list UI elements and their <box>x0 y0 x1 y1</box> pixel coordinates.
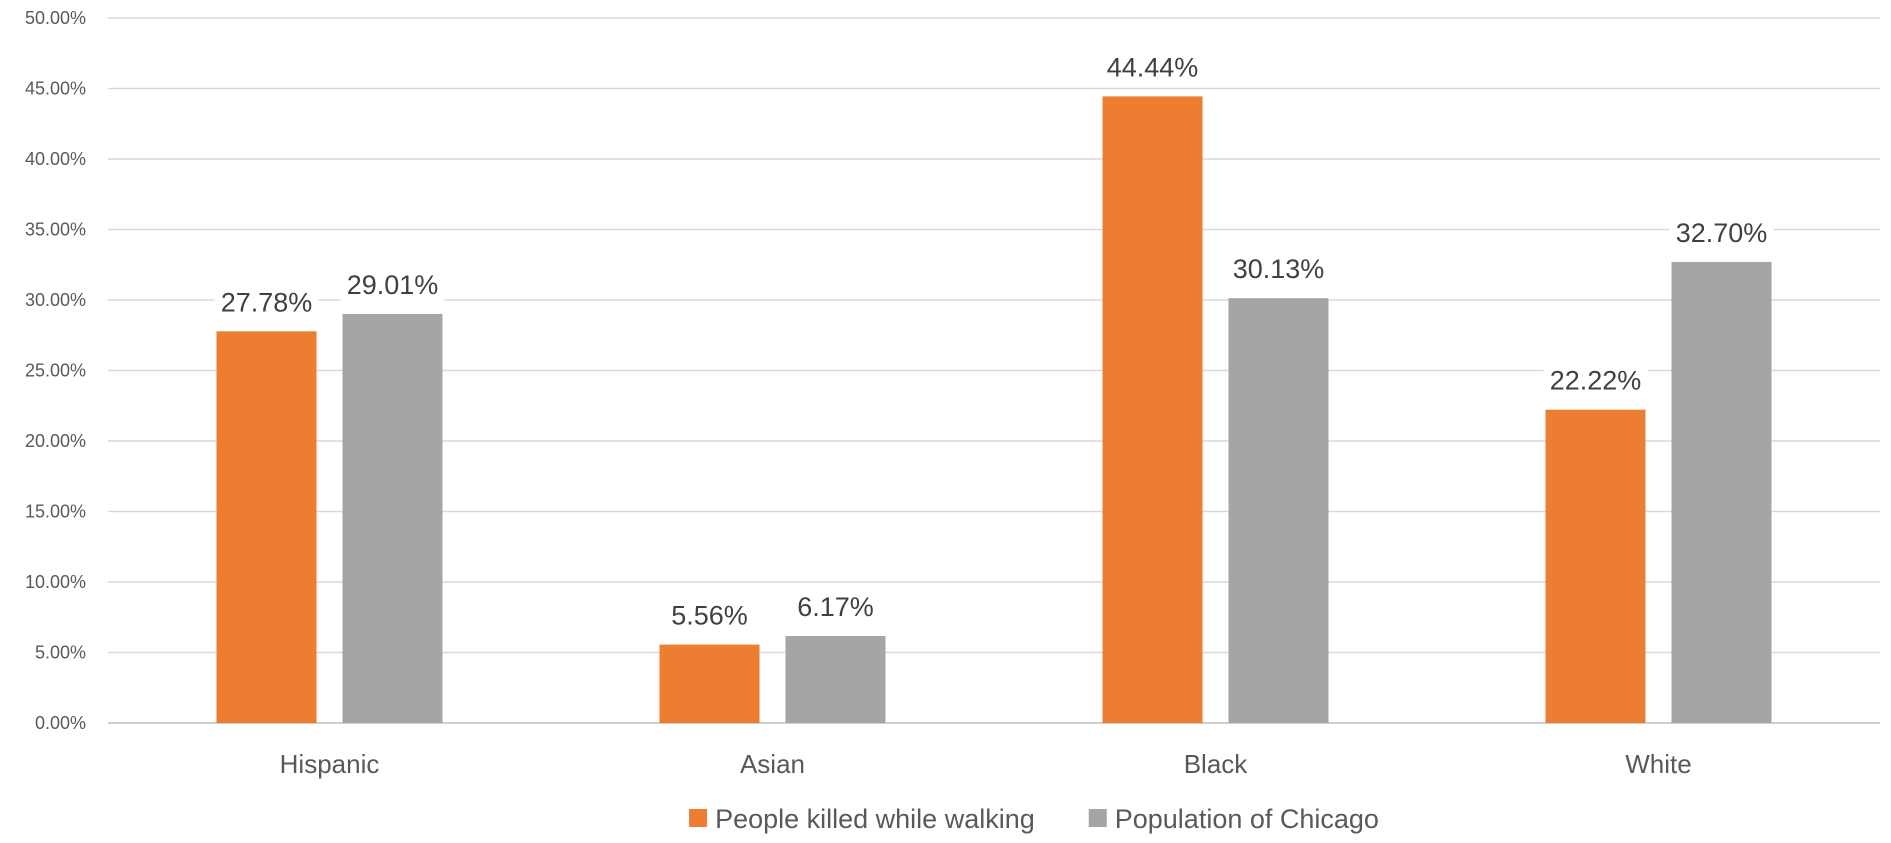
y-tick-label: 5.00% <box>35 643 86 663</box>
y-tick-label: 10.00% <box>25 572 86 592</box>
bar-white-series-1 <box>1545 409 1646 723</box>
y-tick-label: 15.00% <box>25 502 86 522</box>
data-label: 29.01% <box>347 270 439 300</box>
data-label: 22.22% <box>1550 366 1642 396</box>
data-label: 32.70% <box>1676 218 1768 248</box>
bar-asian-series-2 <box>785 636 886 723</box>
bar-hispanic-series-1 <box>216 331 317 723</box>
category-label-asian: Asian <box>740 749 805 779</box>
y-tick-label: 40.00% <box>25 149 86 169</box>
legend: People killed while walking Population of… <box>689 804 1379 834</box>
bar-black-series-1 <box>1102 96 1203 724</box>
y-tick-label: 0.00% <box>35 713 86 733</box>
data-label-background <box>1226 250 1331 287</box>
data-label: 5.56% <box>671 601 748 631</box>
x-axis-category-labels: Hispanic Asian Black White <box>280 749 1692 779</box>
bar-white-series-2 <box>1671 261 1772 723</box>
legend-item: Population of Chicago <box>1088 804 1379 834</box>
data-labels: 27.78% 29.01% 5.56% 6.17% 44.44% 30.13% 22.22%… <box>214 48 1774 633</box>
y-axis-tick-labels: 0.00% 5.00% 10.00% 15.00% 20.00% 25.00% 30.00%… <box>25 8 86 733</box>
bar-black-series-2 <box>1228 298 1329 723</box>
legend-item: People killed while walking <box>689 804 1035 834</box>
data-label-background <box>1100 48 1205 85</box>
bars <box>216 96 1772 724</box>
y-tick-label: 20.00% <box>25 431 86 451</box>
data-label: 6.17% <box>797 592 874 622</box>
data-label-background <box>340 265 445 302</box>
bar-hispanic-series-2 <box>342 313 443 723</box>
legend-label: People killed while walking <box>715 804 1035 834</box>
category-label-white: White <box>1625 749 1691 779</box>
y-tick-label: 45.00% <box>25 79 86 99</box>
y-tick-label: 35.00% <box>25 220 86 240</box>
data-label-background <box>214 283 319 320</box>
data-label: 44.44% <box>1107 52 1199 82</box>
category-label-hispanic: Hispanic <box>280 749 380 779</box>
y-tick-label: 30.00% <box>25 290 86 310</box>
data-label-background <box>783 588 888 625</box>
y-tick-label: 25.00% <box>25 361 86 381</box>
data-label-background <box>1543 361 1648 398</box>
bar-asian-series-1 <box>659 644 760 723</box>
category-label-black: Black <box>1184 749 1249 779</box>
data-label-background <box>657 596 762 633</box>
data-label: 27.78% <box>221 287 313 317</box>
legend-label: Population of Chicago <box>1115 804 1379 834</box>
legend-swatch <box>689 809 708 827</box>
legend-swatch <box>1088 809 1107 827</box>
data-label-background <box>1669 213 1774 250</box>
y-tick-label: 50.00% <box>25 8 86 28</box>
data-label: 30.13% <box>1233 254 1325 284</box>
